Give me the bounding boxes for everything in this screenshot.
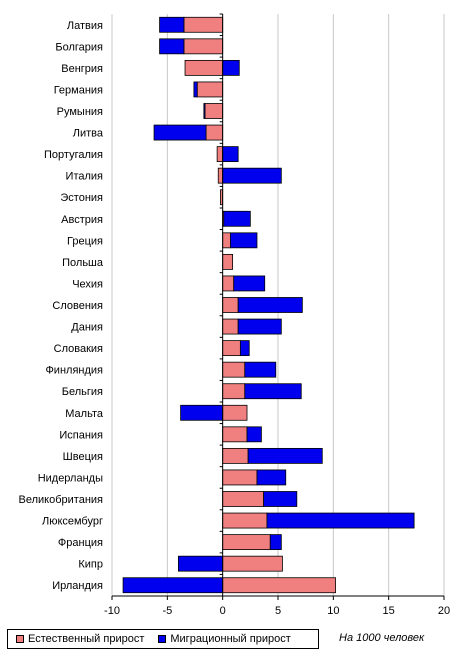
bar-migration (223, 210, 251, 227)
bar-natural (183, 38, 224, 55)
bar-migration (263, 491, 298, 507)
bar-migration (222, 59, 240, 76)
bar-natural (222, 491, 265, 507)
bar-migration (159, 16, 185, 33)
bar-migration (122, 577, 224, 594)
x-tick-label: 10 (327, 605, 339, 617)
bar-natural (222, 404, 248, 421)
x-tick-label: -5 (162, 605, 172, 617)
axes (111, 13, 445, 600)
bar-natural (217, 167, 224, 184)
bar-migration (244, 383, 302, 400)
category-label: Словакия (54, 343, 103, 355)
bar-migration (177, 555, 224, 572)
category-label: Франция (58, 537, 103, 549)
bar-natural (204, 103, 224, 119)
category-label: Ирландия (52, 580, 103, 592)
bar-migration (180, 404, 224, 421)
legend-swatch-natural (16, 635, 24, 643)
bar-natural (222, 383, 246, 400)
category-label: Нидерланды (38, 472, 103, 484)
bar-migration (269, 534, 282, 551)
bar-migration (266, 512, 415, 529)
bar-migration (153, 124, 207, 141)
category-label: Финляндия (45, 365, 103, 377)
legend-entry-natural: Естественный прирост (16, 633, 144, 645)
category-label: Испания (59, 429, 103, 441)
bar-migration (239, 340, 250, 357)
x-tick-label: 15 (383, 605, 395, 617)
bar-migration (222, 167, 282, 184)
bar-migration (203, 103, 206, 119)
category-label: Люксембург (42, 516, 103, 528)
bar-natural (222, 275, 235, 292)
x-tick-labels: -10 -5 0 5 10 15 20 (104, 605, 450, 617)
category-label: Словения (52, 300, 103, 312)
bar-natural (222, 318, 239, 335)
bar-natural (222, 555, 283, 572)
category-label: Чехия (72, 278, 103, 290)
bar-natural (222, 297, 239, 313)
bar-natural (222, 512, 268, 529)
x-tick-label: 0 (220, 605, 226, 617)
x-tick-label: 20 (438, 605, 450, 617)
bar-natural (222, 577, 336, 594)
bar-migration (244, 361, 277, 378)
category-label: Кипр (78, 559, 103, 571)
category-label: Великобритания (19, 494, 104, 506)
category-label: Греция (67, 235, 103, 247)
bar-natural (216, 146, 224, 163)
category-label: Литва (73, 128, 104, 140)
bar-natural (222, 340, 241, 357)
bar-migration (256, 469, 287, 486)
bar-natural (222, 447, 249, 464)
bar-natural (222, 253, 234, 270)
bar-natural (222, 426, 248, 443)
category-label: Португалия (44, 149, 103, 161)
bar-migration (237, 297, 303, 313)
bar-natural (222, 469, 258, 486)
legend-label-migration: Миграционный прирост (170, 633, 291, 645)
bar-migration (246, 426, 262, 443)
category-label: Италия (66, 171, 104, 183)
x-tick-label: -10 (104, 605, 120, 617)
bar-natural (183, 16, 224, 33)
bar-migration (230, 232, 258, 249)
bars (122, 16, 415, 594)
category-label: Эстония (60, 192, 103, 204)
bar-natural (205, 124, 224, 141)
bar-migration (247, 447, 323, 464)
category-label: Венгрия (61, 63, 103, 75)
x-tick-label: 5 (275, 605, 281, 617)
bar-migration (233, 275, 266, 292)
category-label: Австрия (61, 214, 103, 226)
bar-natural (196, 81, 224, 98)
category-label: Швеция (63, 451, 103, 463)
category-label: Мальта (65, 408, 104, 420)
unit-note: На 1000 человек (339, 632, 425, 644)
legend-swatch-migration (158, 635, 167, 643)
category-label: Польша (62, 257, 104, 269)
bar-natural (184, 59, 224, 76)
bar-natural (222, 232, 231, 249)
bar-migration (237, 318, 282, 335)
category-label: Дания (71, 322, 103, 334)
category-label: Латвия (67, 20, 103, 32)
legend: Естественный прирост Миграционный прирос… (7, 629, 319, 649)
legend-label-natural: Естественный прирост (28, 633, 145, 645)
bar-natural (222, 361, 246, 378)
category-labels: Латвия Болгария Венгрия Германия Румыния Литв… (19, 20, 104, 592)
category-label: Бельгия (62, 386, 103, 398)
bar-migration (222, 146, 239, 163)
bar-migration (159, 38, 185, 55)
bar-natural (222, 534, 271, 551)
category-label: Румыния (57, 106, 103, 118)
legend-entry-migration: Миграционный прирост (158, 633, 291, 645)
category-label: Германия (54, 84, 103, 96)
bar-migration (193, 81, 198, 98)
category-label: Болгария (55, 41, 103, 53)
